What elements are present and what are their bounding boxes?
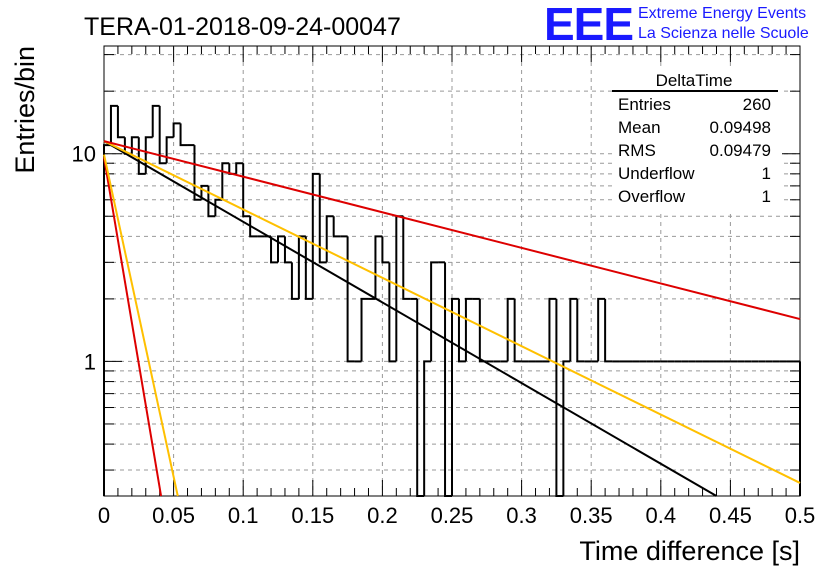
histogram-bin	[270, 236, 278, 264]
stats-value: 0.09479	[710, 141, 771, 160]
stats-rows: Entries 260 Mean 0.09498 RMS 0.09479 Underflow…	[618, 95, 771, 206]
x-tick-labels: 0 0.05 0.1 0.15 0.2 0.25 0.3 0.35 0.4 0.45 0.5	[98, 503, 815, 528]
histogram-bin	[151, 104, 160, 138]
x-tick-label: 0.3	[506, 503, 537, 528]
histogram-bin	[374, 235, 383, 299]
histogram-bin	[221, 162, 230, 200]
fit-line	[103, 140, 801, 484]
histogram-bin	[569, 297, 578, 362]
stats-label: Entries	[618, 95, 671, 114]
histogram-bin	[464, 297, 473, 362]
histogram-bin	[277, 235, 285, 263]
axis-minor-ticks	[103, 46, 801, 496]
x-tick-label: 0.4	[646, 503, 677, 528]
x-tick-label: 0.5	[785, 503, 816, 528]
histogram-bin	[451, 297, 459, 496]
stats-label: Underflow	[618, 164, 695, 183]
x-tick-label: 0.1	[228, 503, 259, 528]
x-tick-label: 0.05	[152, 503, 195, 528]
chart-title: TERA-01-2018-09-24-00047	[84, 13, 401, 41]
logo-line-1: Extreme Energy Events	[638, 5, 806, 22]
stats-box-background	[612, 70, 780, 210]
logo-line-2: La Scienza nelle Scuole	[638, 25, 809, 42]
x-tick-label: 0.25	[431, 503, 474, 528]
histogram-bin	[332, 216, 341, 238]
fit-line	[103, 140, 801, 321]
histogram-bins	[103, 104, 801, 497]
histogram-bin	[381, 236, 390, 264]
histogram-bin	[402, 216, 411, 300]
stats-label: RMS	[618, 141, 656, 160]
stats-value: 1	[762, 164, 771, 183]
stats-label: Overflow	[618, 187, 686, 206]
histogram-bin	[116, 105, 125, 139]
histogram-bin	[360, 297, 369, 362]
x-tick-label: 0.15	[291, 503, 334, 528]
stats-value: 260	[743, 95, 771, 114]
stats-box: DeltaTime Entries 260 Mean 0.09498 RMS 0.0947…	[612, 70, 780, 210]
y-tick-label: 1	[84, 349, 96, 374]
histogram-bin	[165, 136, 174, 164]
fit-line	[103, 140, 717, 497]
histogram-bin	[158, 105, 167, 165]
x-tick-label: 0.35	[570, 503, 613, 528]
histogram-bin	[506, 297, 515, 362]
histogram-bin	[179, 123, 188, 147]
histogram-bin	[318, 173, 327, 264]
histogram-bin	[597, 297, 606, 362]
histogram-bin	[242, 163, 251, 218]
histogram-bin	[457, 298, 466, 363]
histogram-bin	[548, 297, 557, 362]
x-tick-label: 0.2	[367, 503, 398, 528]
histogram-bin	[235, 162, 244, 174]
stats-label: Mean	[618, 118, 661, 137]
histogram-bin	[346, 236, 355, 363]
stats-value: 1	[762, 187, 771, 206]
histogram-bin	[200, 184, 209, 200]
y-tick-labels: 1 10	[72, 142, 96, 375]
histogram-bin	[290, 262, 299, 300]
histogram-bin	[172, 122, 181, 138]
histogram-bin	[513, 298, 522, 363]
histogram-bin	[325, 215, 334, 263]
y-tick-label: 10	[72, 142, 96, 167]
histogram-bin	[430, 261, 439, 362]
histogram-bin	[311, 172, 320, 299]
histogram-bin	[103, 144, 111, 496]
histogram-bin	[555, 298, 564, 497]
histogram-bin	[214, 198, 223, 217]
fit-lines	[103, 140, 801, 497]
histogram-bin	[416, 298, 425, 497]
histogram-bin	[388, 262, 397, 363]
x-axis-label: Time difference [s]	[579, 536, 800, 566]
histogram-bin	[207, 185, 216, 218]
stats-value: 0.09498	[710, 118, 771, 137]
eee-logo: EEE Extreme Energy Events La Scienza nel…	[544, 0, 809, 50]
fit-line	[103, 157, 163, 497]
x-tick-label: 0	[98, 503, 110, 528]
x-tick-label: 0.45	[709, 503, 752, 528]
histogram-bin	[604, 298, 613, 363]
histogram-bin	[444, 262, 452, 497]
histogram-bin	[109, 104, 118, 146]
histogram-bin	[562, 360, 571, 496]
histogram-bin	[423, 360, 432, 496]
fit-line	[103, 154, 179, 497]
logo-letters: EEE	[544, 0, 633, 50]
histogram-bin	[249, 216, 258, 238]
y-axis-label: Entries/bin	[10, 46, 40, 174]
histogram-bin	[576, 298, 585, 363]
stats-title: DeltaTime	[656, 71, 733, 90]
